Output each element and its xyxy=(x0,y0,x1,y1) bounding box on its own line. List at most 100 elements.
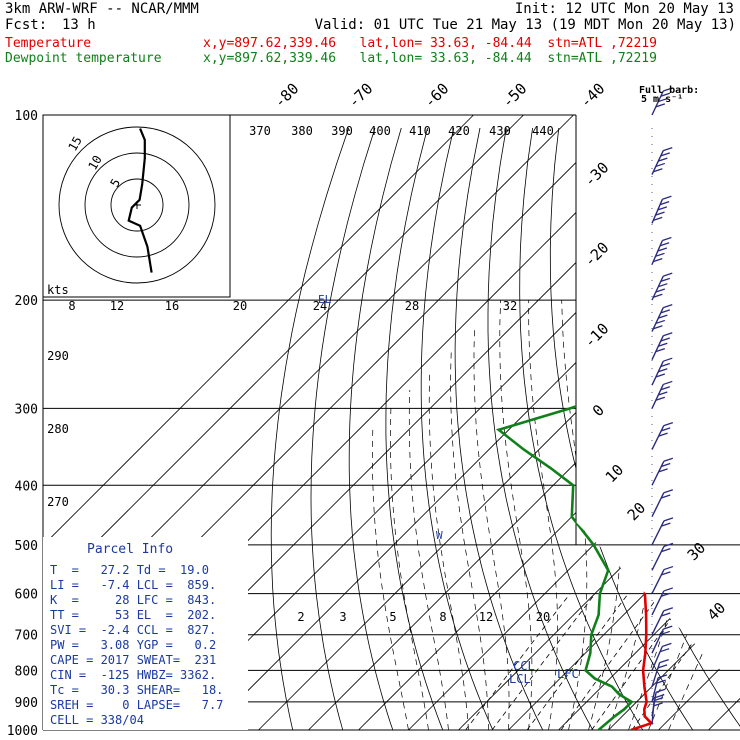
forecast-hour: 13 h xyxy=(62,17,96,33)
dry-adiabat-line xyxy=(549,127,702,730)
isotherm-right-label: 20 xyxy=(624,499,650,525)
wind-barb-flag xyxy=(660,362,671,368)
pressure-tick-label: 100 xyxy=(15,109,38,124)
theta-left-label: 270 xyxy=(47,495,69,509)
mixing-ratio-lower-label: 12 xyxy=(479,610,493,624)
isotherm-top-label: -70 xyxy=(345,80,377,112)
wind-barb-flag xyxy=(663,607,674,612)
wind-barb-flag xyxy=(655,373,666,378)
wind-barb-flag xyxy=(663,457,674,462)
theta-top-label: 420 xyxy=(448,124,470,138)
theta-top-label: 430 xyxy=(489,124,511,138)
wind-barb-flag xyxy=(663,625,673,630)
wind-barb-flag xyxy=(655,103,666,108)
dry-adiabat-line xyxy=(519,127,652,730)
dry-adiabat-line xyxy=(689,127,740,730)
wind-barb-flag xyxy=(654,693,665,699)
moist-adiabat-line xyxy=(428,370,469,730)
wetbulb-zero-label: W xyxy=(436,529,443,542)
pressure-tick-label: 900 xyxy=(15,696,38,711)
wind-barb-flag xyxy=(658,314,668,319)
moist-adiabat-line xyxy=(390,408,429,730)
wind-barb-flag xyxy=(663,357,673,362)
wind-barb-flag xyxy=(659,242,670,247)
wind-barb-flag xyxy=(658,283,668,288)
parcel-info-box xyxy=(43,537,248,730)
pressure-tick-label: 1000 xyxy=(7,724,38,739)
dry-adiabat-line xyxy=(608,127,740,730)
wind-barb-flag xyxy=(657,674,668,679)
wind-barb-flag xyxy=(657,206,668,211)
wind-barb-flag xyxy=(663,303,673,309)
wind-barb-flag xyxy=(661,547,671,553)
wind-barb-flag xyxy=(653,168,663,173)
wind-barb-flag xyxy=(658,97,668,103)
wind-barb-flag xyxy=(660,152,671,157)
moist-adiabat-line xyxy=(668,300,740,730)
isotherm-right-label: 30 xyxy=(684,539,710,565)
el-label: EL xyxy=(318,293,332,306)
wind-barb-flag xyxy=(653,702,663,707)
pressure-tick-label: 800 xyxy=(15,664,38,679)
lfc-label: LFC xyxy=(557,667,579,681)
wind-barb xyxy=(651,275,664,301)
wind-barb xyxy=(651,460,665,486)
isotherm-top-label: -60 xyxy=(421,80,453,112)
wind-barb-flag xyxy=(657,247,668,252)
moist-adiabat-line xyxy=(588,300,622,730)
pressure-tick-label: 600 xyxy=(15,588,38,603)
theta-top-label: 390 xyxy=(331,124,353,138)
wind-barb-flag xyxy=(660,630,671,636)
theta-top-label: 400 xyxy=(369,124,391,138)
dry-adiabat-line xyxy=(310,127,376,730)
wind-barb-flag xyxy=(661,612,671,617)
hodograph-ring-label: 15 xyxy=(65,134,84,154)
theta-top-label: 410 xyxy=(409,124,431,138)
wind-barb-flag xyxy=(663,542,674,547)
wind-barb-flag xyxy=(655,396,666,401)
hodograph-trace xyxy=(127,128,153,273)
hodograph-ring-label: 10 xyxy=(85,153,104,173)
wind-barb xyxy=(651,610,665,636)
isotherm-line xyxy=(558,115,740,730)
wind-barb xyxy=(651,590,665,616)
dry-adiabat-line xyxy=(487,127,601,730)
moist-adiabat-line xyxy=(450,348,489,730)
wind-barb-flag xyxy=(658,391,668,396)
wind-barb-flag xyxy=(663,489,674,494)
wind-barb xyxy=(651,692,657,717)
parcel-info-row: CAPE = 2017 SWEAT= 231 xyxy=(50,653,216,667)
parcel-info-row: K = 28 LFC = 843. xyxy=(50,593,216,607)
parcel-info-row: PW = 3.08 YGP = 0.2 xyxy=(50,638,216,652)
wind-barb-flag xyxy=(660,92,671,97)
mixing-ratio-lower-label: 5 xyxy=(389,610,396,624)
isotherm-right-label: 0 xyxy=(589,401,608,420)
isotherm-line xyxy=(458,115,740,730)
parcel-info-row: CIN = -125 HWBZ= 3362. xyxy=(50,668,216,682)
wind-barb-flag xyxy=(660,277,671,283)
forecast-label: Fcst: xyxy=(5,17,48,33)
wind-barb xyxy=(651,307,664,332)
wind-barb-flag xyxy=(658,468,668,473)
wind-barb-flag xyxy=(662,642,672,648)
wind-barb-flag xyxy=(653,293,663,298)
wind-barb xyxy=(651,425,665,450)
isotherm-line xyxy=(658,115,740,730)
wind-barb-flag xyxy=(663,587,674,592)
dry-adiabat-line xyxy=(663,127,740,730)
hodograph-ring xyxy=(58,126,216,284)
barb-legend-line1: Full barb: xyxy=(639,85,700,96)
wind-barb-flag xyxy=(655,288,666,293)
isotherm-line xyxy=(43,115,474,730)
wind-barb-flag xyxy=(653,216,663,222)
dry-adiabat-line xyxy=(454,127,550,730)
parcel-info-row: T = 27.2 Td = 19.0 xyxy=(50,563,209,577)
parcel-info-row: CELL = 338/04 xyxy=(50,713,144,727)
wind-barb-flag xyxy=(658,157,668,162)
wind-barb-flag xyxy=(662,236,672,242)
wind-barb-flag xyxy=(659,648,670,653)
wind-barb xyxy=(651,546,665,571)
wind-barb-flag xyxy=(655,347,666,353)
wind-barb xyxy=(651,150,664,175)
wind-barb-flag xyxy=(655,688,666,693)
